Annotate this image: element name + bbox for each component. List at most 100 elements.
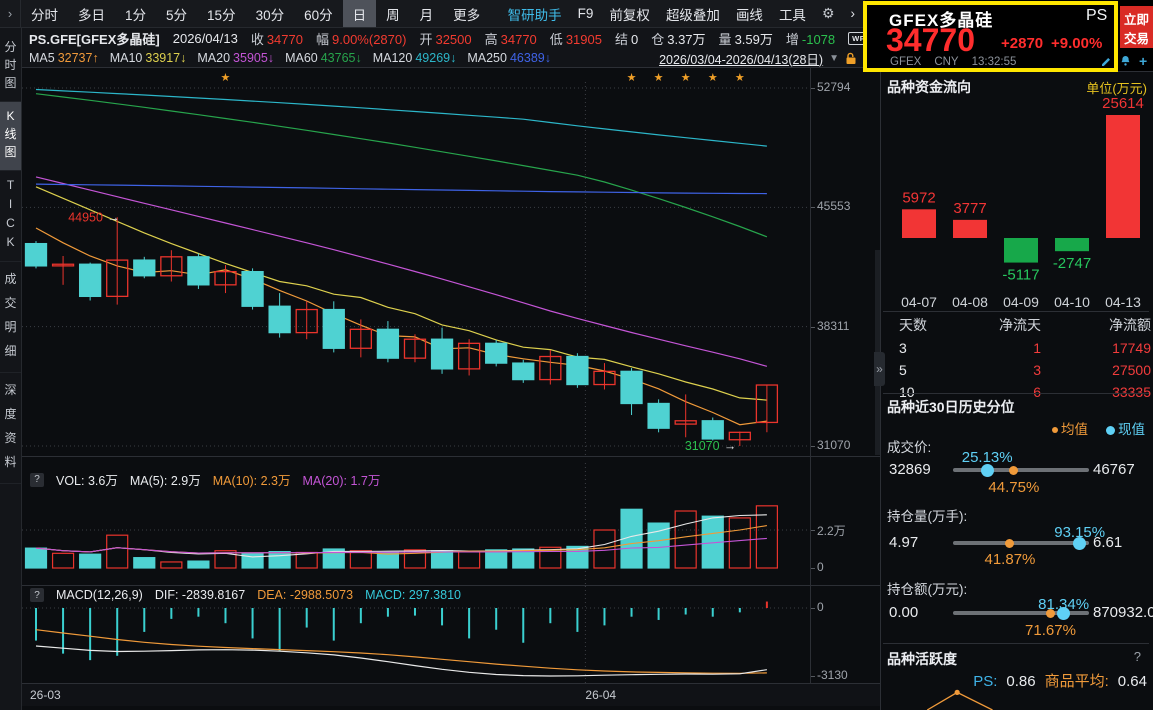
- toolbar-button[interactable]: F9: [577, 6, 594, 21]
- volume-indicator-item: VOL: 3.6万: [56, 474, 118, 488]
- quote-field: 低 31905: [550, 29, 602, 48]
- slider-track[interactable]: [953, 541, 1089, 545]
- current-slider-dot[interactable]: [1073, 536, 1087, 550]
- divider: [22, 585, 880, 586]
- divider: [22, 67, 880, 68]
- table-header-cell: 净流天: [999, 317, 1041, 333]
- table-row: 5 3 27500: [883, 359, 1151, 381]
- fund-flow-bar: [953, 219, 987, 238]
- period-tab[interactable]: 分时: [31, 7, 58, 23]
- fund-flow-title: 品种资金流向: [887, 79, 971, 95]
- percentile-title: 品种近30日历史分位: [887, 399, 1015, 415]
- toolbar-button[interactable]: 画线: [735, 7, 763, 23]
- macd-chart[interactable]: [22, 586, 810, 683]
- ma-label: MA120: [372, 51, 413, 65]
- help-icon[interactable]: ?: [30, 472, 44, 487]
- toolbar-button[interactable]: 超级叠加: [665, 7, 720, 23]
- period-tab[interactable]: 多日: [78, 7, 105, 23]
- quote-field-value: 32500: [435, 31, 472, 47]
- table-cell: 3: [899, 340, 907, 356]
- period-tab[interactable]: 30分: [255, 7, 285, 23]
- period-tab[interactable]: 1分: [125, 7, 147, 23]
- quote-field: 幅 9.00%(2870): [316, 29, 406, 48]
- ma-item: MA250 46389↓: [467, 51, 551, 65]
- slider-label: 持仓量(万手):: [887, 509, 968, 524]
- axis-tick-label: 0: [811, 560, 824, 574]
- legend-dot-icon: [1052, 427, 1058, 434]
- period-tab[interactable]: 月: [419, 7, 434, 23]
- period-tab[interactable]: 15分: [207, 7, 236, 23]
- sidebar-item-char: I: [8, 197, 13, 211]
- toolbar-button[interactable]: 工具: [778, 7, 806, 23]
- sidebar-item[interactable]: 深度资料: [0, 373, 21, 484]
- toolbar-button[interactable]: 前复权: [609, 7, 650, 23]
- help-icon[interactable]: ?: [1133, 649, 1141, 664]
- bell-icon[interactable]: [1120, 55, 1131, 67]
- wp-monitor-icon[interactable]: WP: [848, 31, 865, 45]
- fund-flow-category: 04-08: [952, 294, 988, 310]
- mean-slider-dot[interactable]: [1045, 608, 1055, 618]
- period-tab[interactable]: 周: [386, 7, 400, 23]
- legend-item: 均值: [1052, 418, 1088, 438]
- quote-field-label: 高: [484, 31, 498, 47]
- quote-field-label: 开: [419, 31, 433, 47]
- ma-label: MA60: [285, 51, 318, 65]
- quote-field-value: -1078: [801, 31, 836, 47]
- panel-collapse-handle[interactable]: »: [874, 352, 885, 386]
- mean-slider-dot[interactable]: [1005, 538, 1015, 548]
- sidebar-item[interactable]: 分时图: [0, 33, 21, 102]
- percentile-legend: 均值 现值: [1052, 418, 1145, 438]
- axis-tick-label: 52794: [810, 80, 851, 94]
- star-marker: ★: [708, 72, 718, 84]
- volume-bars: [24, 505, 778, 569]
- quote-field: 高 34770: [485, 29, 537, 48]
- period-tab[interactable]: 更多: [453, 7, 481, 23]
- mean-slider-dot[interactable]: [1009, 465, 1019, 475]
- quote-panel: GFEX多晶硅 PS 34770 +2870 +9.00% GFEX CNY 1…: [865, 0, 1153, 72]
- current-percentile-label: 25.13%: [961, 449, 1013, 466]
- period-tab[interactable]: 60分: [304, 7, 333, 23]
- quote-field-value: 3.37万: [667, 31, 706, 47]
- ma-label: MA10: [109, 51, 143, 65]
- chevron-right-icon[interactable]: ›: [850, 6, 856, 21]
- volume-chart[interactable]: [22, 457, 810, 586]
- chevron-down-icon[interactable]: ▼: [829, 52, 839, 64]
- toolbar-button[interactable]: 智研助手: [507, 7, 562, 23]
- kline-chart[interactable]: ★ ★ ★ ★ ★ ★ 44950 → 31070 →: [22, 68, 810, 457]
- add-icon[interactable]: +: [1139, 53, 1148, 69]
- gear-icon[interactable]: ⚙: [821, 5, 835, 21]
- ma-value: 35905↓: [233, 51, 275, 65]
- current-slider-dot[interactable]: [1057, 606, 1071, 620]
- period-tab[interactable]: 日: [342, 0, 377, 27]
- trade-now-button[interactable]: 立即 交易: [1120, 6, 1153, 48]
- volume-indicator-item: MA(20): 1.7万: [302, 474, 381, 488]
- sidebar-item[interactable]: 成交明细: [0, 262, 21, 373]
- macd-indicator-item: DEA: -2988.5073: [257, 588, 354, 602]
- help-icon[interactable]: ?: [30, 588, 44, 602]
- table-header-cell: 天数: [899, 317, 927, 333]
- quote-field-label: 增: [785, 31, 799, 47]
- date-range-selector[interactable]: 2026/03/04-2026/04/13(28日): [659, 52, 824, 67]
- lock-icon[interactable]: [845, 52, 857, 65]
- dif-line: [35, 645, 767, 677]
- quote-field-value: 0: [630, 31, 639, 47]
- current-slider-dot[interactable]: [980, 463, 994, 477]
- fund-flow-bar: [1004, 238, 1038, 263]
- sidebar-item-char: 成: [4, 272, 17, 286]
- divider: [22, 456, 880, 457]
- analytics-panel: 品种资金流向 单位(万元) 5972 04-07 3777 04-08 -5117 04-…: [880, 72, 1153, 710]
- slider-track[interactable]: [953, 611, 1089, 615]
- ma-lines: [35, 88, 768, 426]
- slider-track[interactable]: [953, 468, 1089, 472]
- collapse-left-icon[interactable]: ›: [0, 0, 21, 27]
- ma-value: 49269↓: [415, 51, 457, 65]
- sidebar-item-char: 度: [4, 407, 17, 421]
- period-tab[interactable]: 5分: [166, 7, 188, 23]
- quote-field-value: 31905: [565, 31, 602, 47]
- pencil-icon[interactable]: [1101, 56, 1112, 67]
- toolbar: › 分时 多日 1分 5分 15分 30分 60分日周 月 更多 智研助手 F9 前复权 超级叠加 画线…: [0, 0, 865, 28]
- mean-percentile-label: 44.75%: [988, 479, 1040, 496]
